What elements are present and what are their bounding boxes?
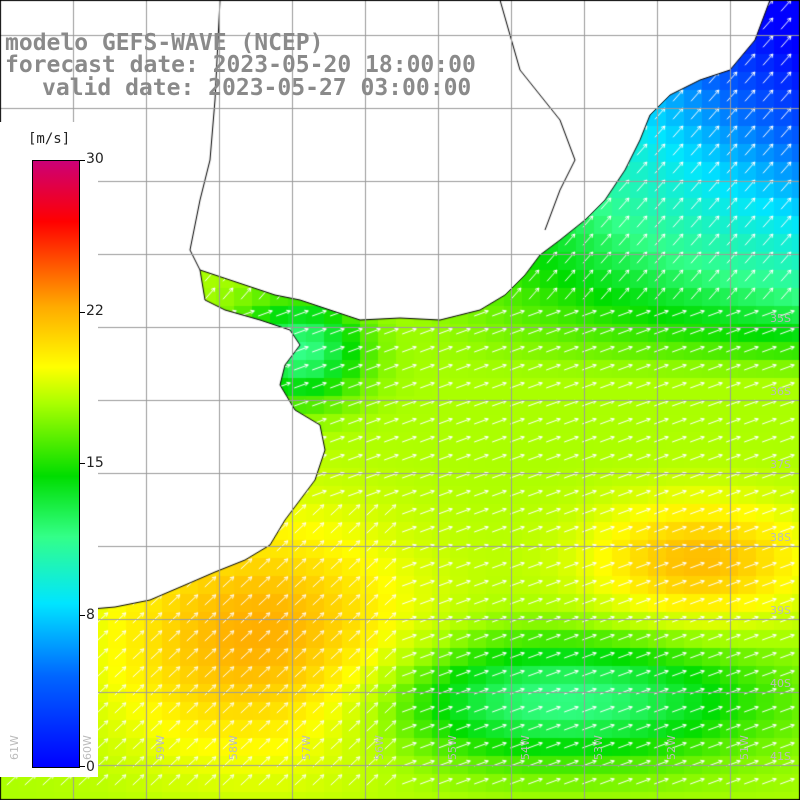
legend-tick-mark bbox=[79, 463, 85, 464]
legend-tick-mark bbox=[79, 766, 85, 767]
legend-colorbar bbox=[32, 160, 80, 768]
legend-tick-label: 15 bbox=[86, 455, 104, 471]
map-title-valid-date: valid date: 2023-05-27 03:00:00 bbox=[42, 75, 472, 101]
latitude-label: 40S bbox=[770, 677, 791, 690]
legend-tick-label: 30 bbox=[86, 151, 104, 167]
longitude-label: 56W bbox=[373, 735, 386, 760]
latitude-label: 36S bbox=[770, 385, 791, 398]
longitude-label: 53W bbox=[592, 735, 605, 760]
longitude-label: 55W bbox=[446, 735, 459, 760]
legend-tick-label: 8 bbox=[86, 607, 95, 623]
longitude-label: 59W bbox=[154, 735, 167, 760]
legend-tick-label: 0 bbox=[86, 759, 95, 775]
latitude-label: 38S bbox=[770, 531, 791, 544]
longitude-label: 58W bbox=[227, 735, 240, 760]
longitude-label: 61W bbox=[8, 735, 21, 760]
legend-tick-mark bbox=[79, 312, 85, 313]
latitude-label: 41S bbox=[770, 750, 791, 763]
longitude-label: 57W bbox=[300, 735, 313, 760]
latitude-label: 39S bbox=[770, 604, 791, 617]
legend-tick-mark bbox=[79, 160, 85, 161]
latitude-label: 37S bbox=[770, 458, 791, 471]
longitude-label: 54W bbox=[519, 735, 532, 760]
map-title-forecast-date: forecast date: 2023-05-20 18:00:00 bbox=[5, 52, 476, 78]
legend-tick-label: 22 bbox=[86, 303, 104, 319]
map-title-model: modelo GEFS-WAVE (NCEP) bbox=[5, 30, 324, 56]
longitude-label: 52W bbox=[665, 735, 678, 760]
legend-unit-label: [m/s] bbox=[28, 131, 71, 147]
legend-tick-mark bbox=[79, 615, 85, 616]
latitude-label: 35S bbox=[770, 312, 791, 325]
longitude-label: 60W bbox=[81, 735, 94, 760]
longitude-label: 51W bbox=[738, 735, 751, 760]
